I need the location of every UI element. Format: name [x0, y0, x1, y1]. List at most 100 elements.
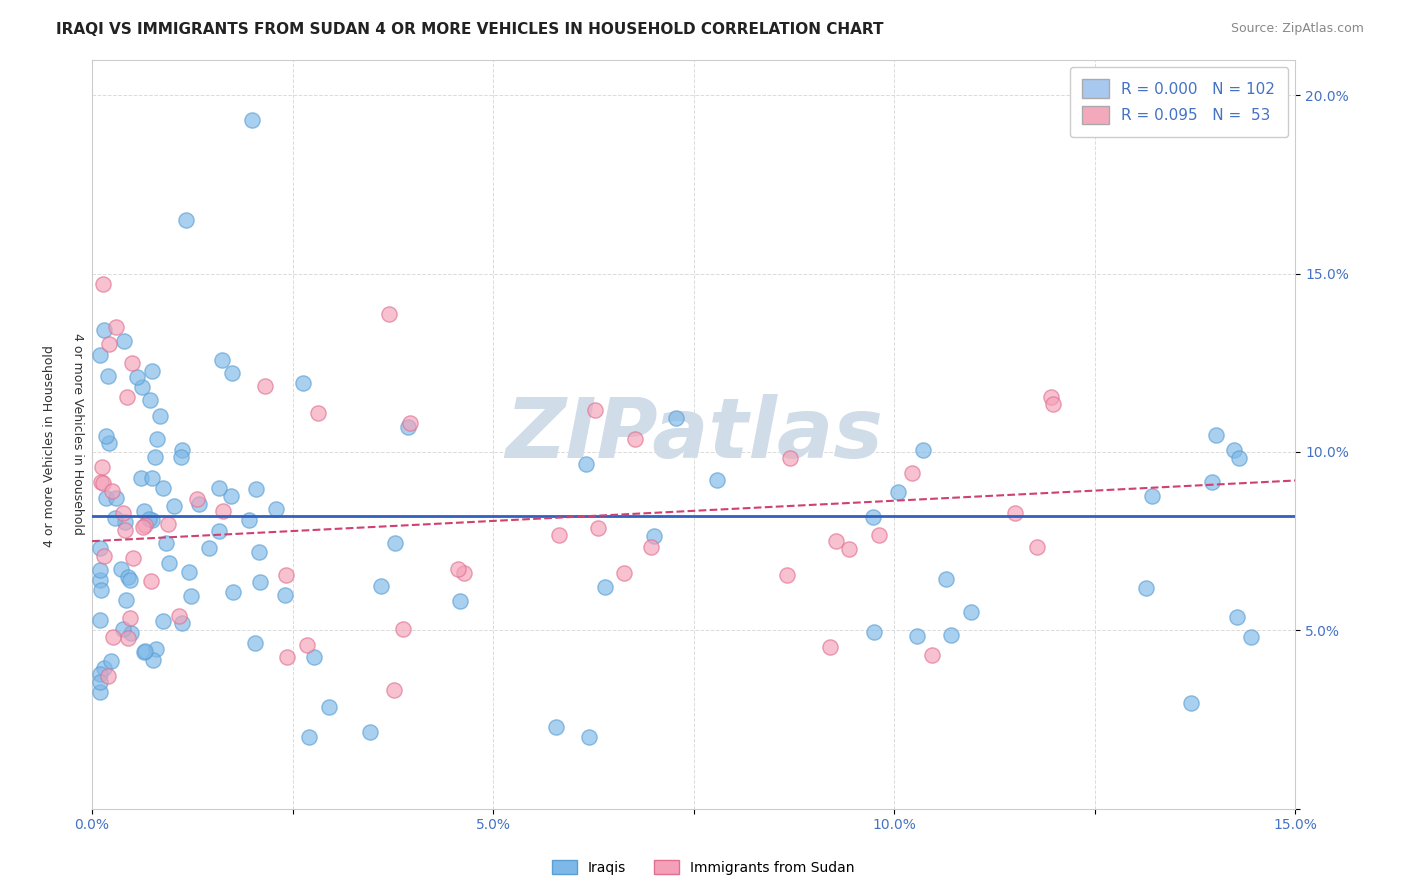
Point [89, 613, 111, 627]
Point [221, 366, 243, 380]
Point [245, 482, 267, 496]
Point [188, 497, 211, 511]
Point [862, 510, 884, 524]
Point [112, 334, 135, 348]
Point [141, 470, 163, 484]
Point [89, 675, 111, 690]
Point [247, 545, 270, 559]
Point [1205, 427, 1227, 442]
Point [935, 573, 957, 587]
Point [145, 642, 167, 657]
Point [1140, 489, 1163, 503]
Point [115, 390, 138, 404]
Point [97, 337, 120, 351]
Text: 4 or more Vehicles in Household: 4 or more Vehicles in Household [42, 345, 56, 547]
Point [921, 648, 943, 662]
Point [900, 467, 922, 481]
Point [238, 513, 260, 527]
Point [176, 212, 198, 227]
Point [89, 685, 111, 699]
Text: Source: ZipAtlas.com: Source: ZipAtlas.com [1230, 22, 1364, 36]
Point [447, 562, 470, 576]
Point [274, 567, 297, 582]
Point [623, 433, 645, 447]
Point [94, 429, 117, 443]
Point [453, 566, 475, 580]
Point [586, 521, 609, 535]
Point [775, 568, 797, 582]
Point [97, 436, 120, 450]
Point [132, 504, 155, 518]
Point [868, 527, 890, 541]
Point [127, 370, 149, 384]
Point [1025, 540, 1047, 554]
Point [1040, 390, 1063, 404]
Point [111, 507, 134, 521]
Point [613, 566, 636, 580]
Point [163, 499, 186, 513]
Point [1226, 609, 1249, 624]
Point [97, 669, 120, 683]
Point [396, 420, 419, 434]
Point [706, 473, 728, 487]
Point [266, 501, 288, 516]
Point [1180, 696, 1202, 710]
Point [97, 369, 120, 384]
Point [131, 471, 153, 485]
Point [110, 562, 132, 576]
Point [253, 379, 276, 393]
Point [105, 320, 128, 334]
Point [141, 512, 163, 526]
Point [96, 491, 118, 505]
Text: ZIPatlas: ZIPatlas [505, 393, 883, 475]
Point [117, 631, 139, 645]
Point [131, 380, 153, 394]
Point [887, 484, 910, 499]
Point [825, 534, 848, 549]
Point [132, 519, 155, 533]
Point [384, 536, 406, 550]
Point [298, 731, 321, 745]
Point [249, 574, 271, 589]
Point [1042, 397, 1064, 411]
Point [575, 457, 598, 471]
Point [90, 582, 112, 597]
Point [665, 410, 688, 425]
Point [779, 450, 801, 465]
Point [378, 307, 401, 321]
Point [143, 450, 166, 464]
Point [449, 594, 471, 608]
Point [180, 590, 202, 604]
Point [578, 731, 600, 745]
Point [304, 650, 326, 665]
Point [295, 639, 318, 653]
Point [157, 516, 180, 531]
Legend: R = 0.000   N = 102, R = 0.095   N =  53: R = 0.000 N = 102, R = 0.095 N = 53 [1070, 67, 1288, 136]
Point [115, 592, 138, 607]
Text: IRAQI VS IMMIGRANTS FROM SUDAN 4 OR MORE VEHICLES IN HOUSEHOLD CORRELATION CHART: IRAQI VS IMMIGRANTS FROM SUDAN 4 OR MORE… [56, 22, 884, 37]
Point [274, 588, 297, 602]
Point [1004, 506, 1026, 520]
Point [212, 504, 235, 518]
Point [546, 720, 568, 734]
Point [139, 393, 162, 408]
Point [100, 654, 122, 668]
Point [121, 356, 143, 370]
Point [960, 605, 983, 619]
Point [90, 459, 112, 474]
Point [146, 432, 169, 446]
Point [101, 630, 124, 644]
Point [152, 614, 174, 628]
Point [89, 574, 111, 588]
Point [1135, 581, 1157, 595]
Point [93, 661, 115, 675]
Legend: Iraqis, Immigrants from Sudan: Iraqis, Immigrants from Sudan [546, 855, 860, 880]
Point [93, 549, 115, 563]
Point [186, 491, 208, 506]
Point [911, 442, 934, 457]
Point [242, 113, 264, 128]
Point [93, 323, 115, 337]
Point [905, 629, 928, 643]
Point [318, 700, 340, 714]
Point [370, 579, 392, 593]
